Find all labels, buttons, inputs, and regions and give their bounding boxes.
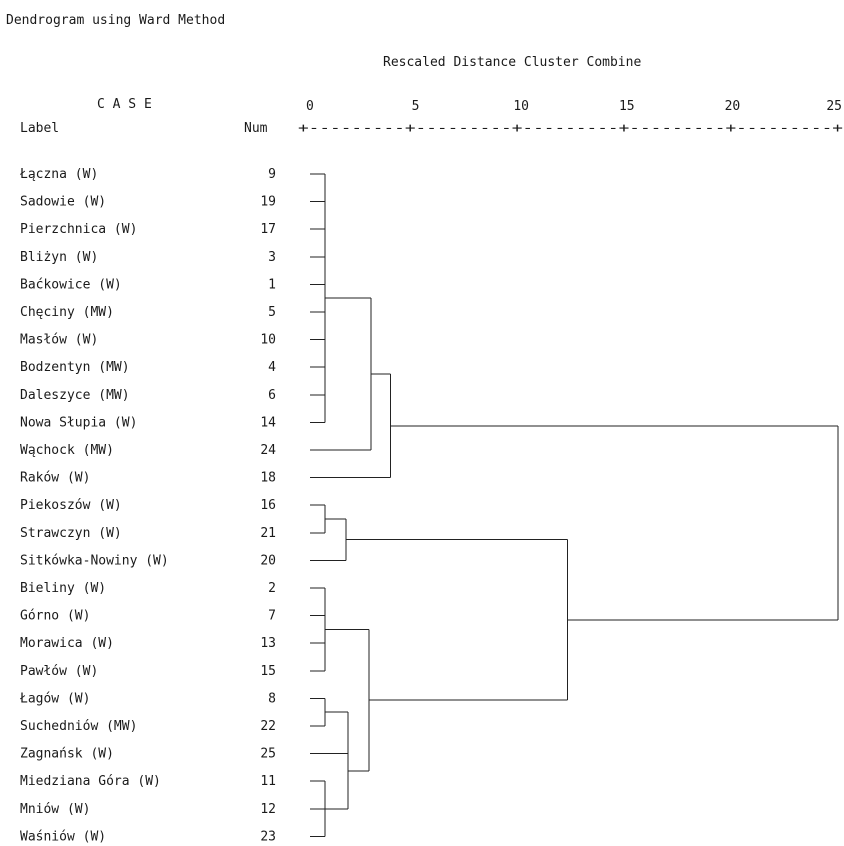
case-label: Miedziana Góra (W): [20, 774, 161, 789]
x-tick-label: 10: [513, 99, 529, 114]
case-label: Piekoszów (W): [20, 498, 122, 513]
case-number: 21: [260, 526, 276, 541]
case-label: Strawczyn (W): [20, 526, 122, 541]
case-label: Sitkówka-Nowiny (W): [20, 553, 169, 568]
case-label: Łączna (W): [19, 167, 98, 182]
x-tick-label: 20: [725, 99, 741, 114]
case-label: Łagów (W): [19, 691, 90, 706]
case-number: 20: [260, 553, 276, 568]
case-number: 13: [260, 636, 276, 651]
case-label: Wąchock (MW): [20, 443, 114, 458]
case-number: 4: [268, 360, 276, 375]
x-tick-label: 25: [826, 99, 842, 114]
case-number: 12: [260, 802, 276, 817]
case-number: 19: [260, 195, 276, 210]
case-label: Waśniów (W): [20, 829, 106, 844]
case-number: 5: [268, 305, 276, 320]
case-number: 14: [260, 415, 276, 430]
case-label: Masłów (W): [20, 333, 98, 348]
case-label: Pierzchnica (W): [20, 222, 137, 237]
axis-title: Rescaled Distance Cluster Combine: [383, 55, 641, 70]
case-label: Suchedniów (MW): [20, 719, 137, 734]
case-label: Chęciny (MW): [20, 305, 114, 320]
x-tick-label: 5: [412, 99, 420, 114]
case-label: Raków (W): [20, 471, 90, 486]
case-label: Bodzentyn (MW): [20, 360, 130, 375]
case-label: Sadowie (W): [20, 195, 106, 210]
case-rows: Łączna (W) 9 Sadowie (W) 19 Pierzchnica (W) 1…: [19, 167, 276, 844]
x-tick-labels: 0 5 10 15 20 25: [306, 99, 842, 114]
case-label: Mniów (W): [20, 802, 90, 817]
dendrogram-links: [310, 173, 839, 837]
label-column-header: Label: [20, 121, 59, 136]
case-number: 25: [260, 747, 276, 762]
case-label: Nowa Słupia (W): [20, 415, 137, 430]
case-label: Bieliny (W): [20, 581, 106, 596]
num-column-header: Num: [244, 121, 268, 136]
case-number: 15: [260, 664, 276, 679]
case-header: C A S E: [97, 97, 152, 112]
scale-ruler: +---------+---------+---------+---------…: [298, 121, 843, 136]
case-number: 2: [268, 581, 276, 596]
case-number: 22: [260, 719, 276, 734]
case-number: 10: [260, 333, 276, 348]
case-number: 3: [268, 250, 276, 265]
case-label: Pawłów (W): [20, 664, 98, 679]
case-number: 17: [260, 222, 276, 237]
case-label: Bliżyn (W): [20, 250, 98, 265]
case-number: 24: [260, 443, 276, 458]
case-number: 9: [268, 167, 276, 182]
case-number: 18: [260, 471, 276, 486]
case-label: Górno (W): [20, 609, 90, 624]
case-label: Daleszyce (MW): [20, 388, 130, 403]
case-number: 7: [268, 609, 276, 624]
case-label: Zagnańsk (W): [20, 747, 114, 762]
case-number: 8: [268, 691, 276, 706]
case-number: 16: [260, 498, 276, 513]
x-tick-label: 0: [306, 99, 314, 114]
chart-title: Dendrogram using Ward Method: [6, 13, 225, 28]
case-number: 11: [260, 774, 276, 789]
case-number: 6: [268, 388, 276, 403]
case-number: 1: [268, 277, 276, 292]
case-label: Morawica (W): [20, 636, 114, 651]
x-tick-label: 15: [619, 99, 635, 114]
case-number: 23: [260, 829, 276, 844]
case-label: Baćkowice (W): [20, 277, 122, 292]
